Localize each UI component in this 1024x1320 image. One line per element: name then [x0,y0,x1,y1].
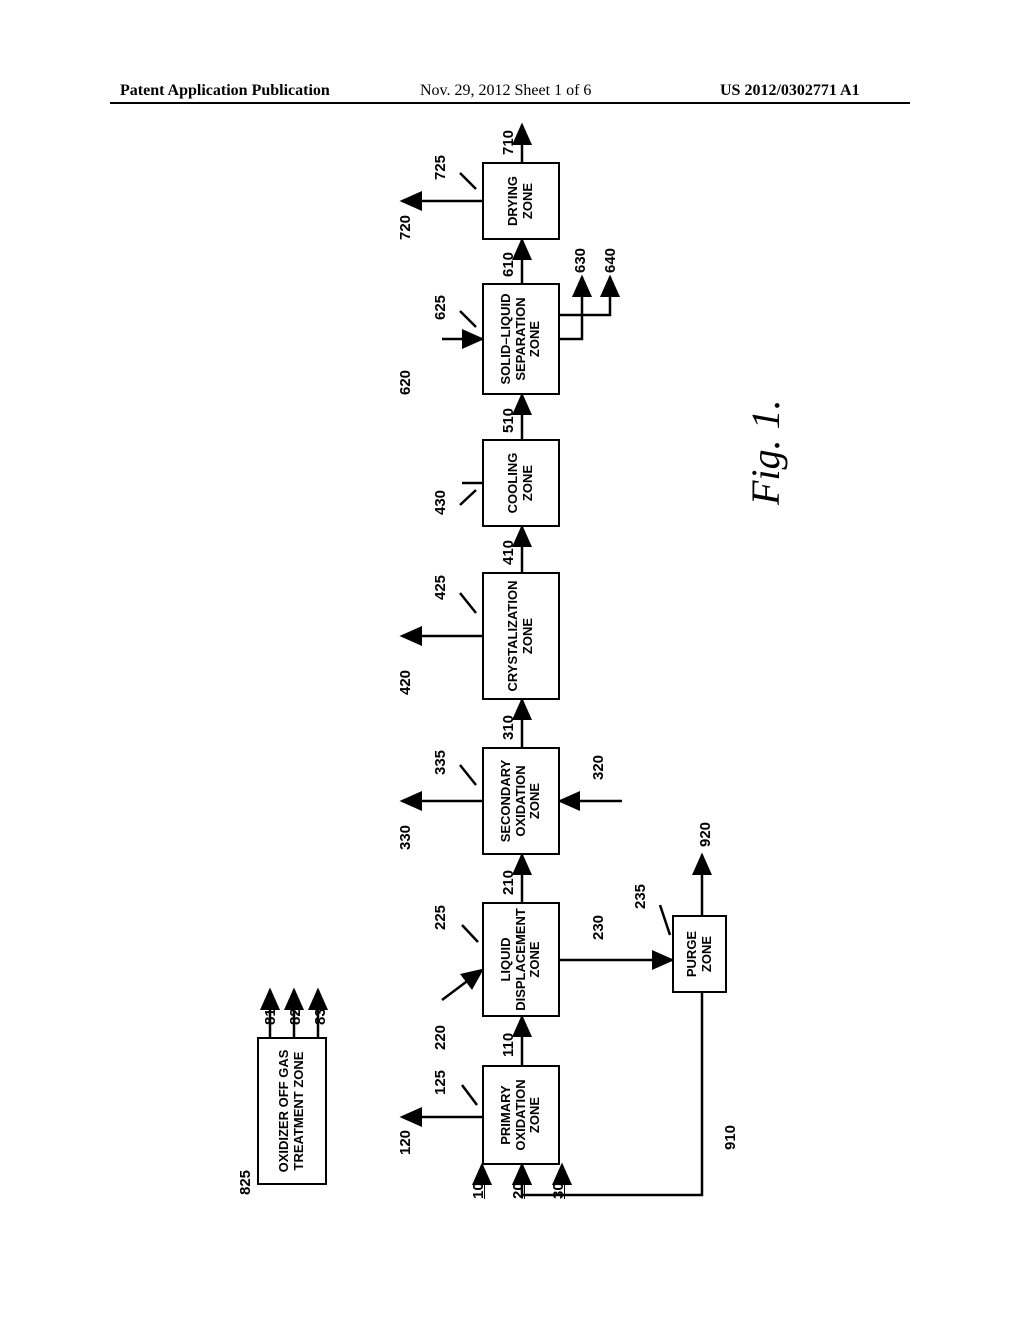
ref-label-920: 920 [697,822,714,847]
ref-label-420: 420 [397,670,414,695]
ref-label-320: 320 [590,755,607,780]
ref-label-910: 910 [722,1125,739,1150]
ref-label-725: 725 [432,155,449,180]
header-rule [110,102,910,104]
zone-box-primary_ox: PRIMARYOXIDATIONZONE [482,1065,560,1165]
ref-label-30: 30 [550,1182,567,1199]
ref-label-225: 225 [432,905,449,930]
header-left: Patent Application Publication [120,82,330,100]
ref-label-430: 430 [432,490,449,515]
ref-label-120: 120 [397,1130,414,1155]
ref-label-810: 810 [262,1000,279,1025]
ref-label-310: 310 [500,715,517,740]
ref-label-425: 425 [432,575,449,600]
zone-box-solid_liquid: SOLID–LIQUIDSEPARATIONZONE [482,283,560,395]
ref-label-110: 110 [500,1033,517,1057]
header-right: US 2012/0302771 A1 [720,82,860,100]
ref-label-630: 630 [572,248,589,273]
ref-label-640: 640 [602,248,619,273]
zone-box-cooling: COOLINGZONE [482,439,560,527]
ref-label-210: 210 [500,870,517,895]
ref-label-410: 410 [500,540,517,565]
ref-label-625: 625 [432,295,449,320]
ref-label-125: 125 [432,1070,449,1095]
zone-box-oxidizer_off_gas: OXIDIZER OFF GASTREATMENT ZONE [257,1037,327,1185]
figure-1-diagram: Fig. 1. OXIDIZER OFF GASTREATMENT ZONE PR… [202,175,822,1225]
ref-label-820: 820 [287,1000,304,1025]
ref-label-235: 235 [632,884,649,909]
ref-label-510: 510 [500,408,517,433]
zone-box-liquid_disp: LIQUIDDISPLACEMENTZONE [482,902,560,1017]
ref-label-220: 220 [432,1025,449,1050]
figure-label: Fig. 1. [742,399,789,505]
zone-box-purge: PURGEZONE [672,915,727,993]
zone-box-drying: DRYINGZONE [482,162,560,240]
ref-label-620: 620 [397,370,414,395]
ref-label-230: 230 [590,915,607,940]
ref-label-720: 720 [397,215,414,240]
ref-label-335: 335 [432,750,449,775]
ref-label-710: 710 [500,130,517,155]
zone-box-crystallization: CRYSTALIZATIONZONE [482,572,560,700]
ref-label-20: 20 [510,1182,527,1199]
ref-label-825: 825 [237,1170,254,1195]
zone-box-secondary_ox: SECONDARYOXIDATIONZONE [482,747,560,855]
ref-label-330: 330 [397,825,414,850]
ref-label-830: 830 [312,1000,329,1025]
ref-label-610: 610 [500,252,517,277]
ref-label-10: 10 [470,1182,487,1199]
header-mid: Nov. 29, 2012 Sheet 1 of 6 [420,82,591,100]
